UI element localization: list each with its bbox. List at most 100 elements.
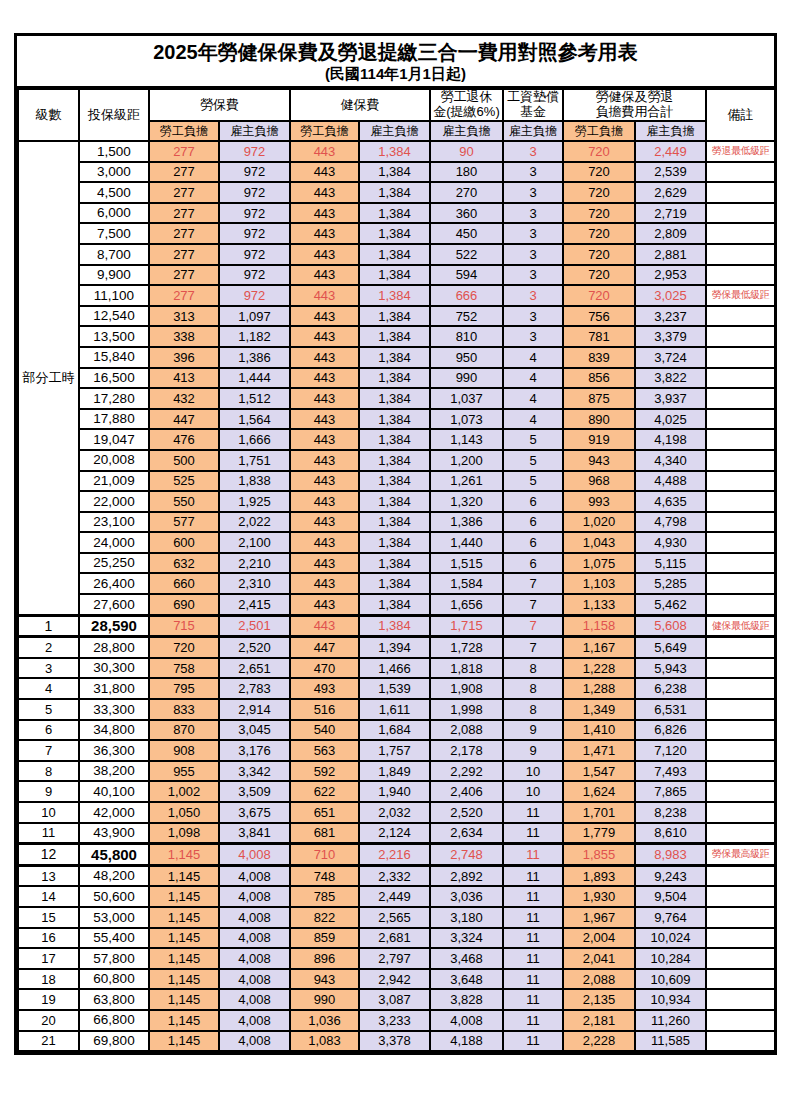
- hi_emp-cell: 443: [290, 285, 359, 306]
- bracket-cell: 25,250: [79, 553, 149, 574]
- tot_er-cell: 4,635: [635, 491, 706, 512]
- pension-cell: 1,584: [430, 573, 503, 594]
- tot_er-cell: 2,539: [635, 162, 706, 183]
- grade-cell: 16: [18, 928, 79, 949]
- fund-cell: 6: [503, 553, 563, 574]
- title-block: 2025年勞健保保費及勞退提繳三合一費用對照參考用表 (民國114年1月1日起): [17, 36, 774, 88]
- hi_er-cell: 3,378: [359, 1031, 430, 1052]
- remark-cell: [706, 928, 775, 949]
- page: 2025年勞健保保費及勞退提繳三合一費用對照參考用表 (民國114年1月1日起)…: [0, 0, 791, 1120]
- li_er-cell: 1,564: [219, 409, 290, 430]
- li_emp-cell: 396: [149, 347, 219, 368]
- pension-cell: 810: [430, 326, 503, 347]
- remark-cell: [706, 761, 775, 782]
- hi_emp-cell: 447: [290, 637, 359, 658]
- fund-cell: 11: [503, 1031, 563, 1052]
- pension-line1: 勞工退休: [441, 89, 493, 104]
- page-subtitle: (民國114年1月1日起): [17, 65, 774, 83]
- tot_emp-cell: 839: [563, 347, 635, 368]
- li_er-cell: 1,182: [219, 326, 290, 347]
- li_emp-cell: 908: [149, 740, 219, 761]
- hi_er-cell: 1,384: [359, 388, 430, 409]
- tot_er-cell: 4,930: [635, 532, 706, 553]
- li_er-cell: 2,783: [219, 678, 290, 699]
- fund-cell: 11: [503, 1010, 563, 1031]
- pension-cell: 450: [430, 223, 503, 244]
- pension-cell: 522: [430, 244, 503, 265]
- fund-cell: 3: [503, 223, 563, 244]
- grade-cell: 6: [18, 720, 79, 741]
- li_er-cell: 2,914: [219, 699, 290, 720]
- li_er-cell: 972: [219, 285, 290, 306]
- remark-cell: [706, 450, 775, 471]
- bracket-cell: 26,400: [79, 573, 149, 594]
- hi_emp-cell: 681: [290, 823, 359, 844]
- remark-cell: [706, 471, 775, 492]
- li_emp-cell: 277: [149, 223, 219, 244]
- hi_emp-cell: 470: [290, 658, 359, 679]
- grade-cell: 13: [18, 865, 79, 886]
- tot_emp-cell: 720: [563, 182, 635, 203]
- li_er-cell: 4,008: [219, 886, 290, 907]
- tot_emp-cell: 943: [563, 450, 635, 471]
- tot_er-cell: 3,237: [635, 306, 706, 327]
- table-row: 22,0005501,9254431,3841,32069934,635: [18, 491, 775, 512]
- li_er-cell: 4,008: [219, 948, 290, 969]
- pension-cell: 1,818: [430, 658, 503, 679]
- tot_emp-cell: 1,547: [563, 761, 635, 782]
- hi_emp-cell: 943: [290, 969, 359, 990]
- table-row: 2066,8001,1454,0081,0363,2334,008112,181…: [18, 1010, 775, 1031]
- grade-cell: 3: [18, 658, 79, 679]
- hi_emp-cell: 443: [290, 162, 359, 183]
- fund-cell: 3: [503, 265, 563, 286]
- remark-cell: [706, 989, 775, 1010]
- table-row: 431,8007952,7834931,5391,90881,2886,238: [18, 678, 775, 699]
- hi_er-cell: 1,394: [359, 637, 430, 658]
- bracket-cell: 50,600: [79, 886, 149, 907]
- table-row: 15,8403961,3864431,38495048393,724: [18, 347, 775, 368]
- fund-cell: 11: [503, 928, 563, 949]
- bracket-cell: 69,800: [79, 1031, 149, 1052]
- hi_er-cell: 2,032: [359, 802, 430, 823]
- tot_emp-cell: 2,041: [563, 948, 635, 969]
- tot_er-cell: 8,238: [635, 802, 706, 823]
- hi_emp-cell: 443: [290, 244, 359, 265]
- tot_er-cell: 11,260: [635, 1010, 706, 1031]
- tot_er-cell: 10,609: [635, 969, 706, 990]
- tot_er-cell: 3,724: [635, 347, 706, 368]
- hi_er-cell: 1,384: [359, 368, 430, 389]
- bracket-cell: 38,200: [79, 761, 149, 782]
- table-row: 1143,9001,0983,8416812,1242,634111,7798,…: [18, 823, 775, 844]
- pension-cell: 90: [430, 141, 503, 162]
- grade-cell: 2: [18, 637, 79, 658]
- pension-cell: 360: [430, 203, 503, 224]
- tot_emp-cell: 1,103: [563, 573, 635, 594]
- grade-cell: 7: [18, 740, 79, 761]
- hi_emp-cell: 443: [290, 450, 359, 471]
- col-header-wage-fund: 工資墊償基金: [503, 89, 563, 121]
- li_er-cell: 972: [219, 223, 290, 244]
- hi_emp-cell: 748: [290, 865, 359, 886]
- hi_emp-cell: 651: [290, 802, 359, 823]
- hi_er-cell: 1,757: [359, 740, 430, 761]
- page-title: 2025年勞健保保費及勞退提繳三合一費用對照參考用表: [17, 40, 774, 65]
- hi_emp-cell: 443: [290, 409, 359, 430]
- hi_emp-cell: 443: [290, 182, 359, 203]
- subheader-health-employer: 雇主負擔: [359, 121, 430, 141]
- bracket-cell: 43,900: [79, 823, 149, 844]
- li_emp-cell: 476: [149, 429, 219, 450]
- fund-cell: 5: [503, 450, 563, 471]
- hi_er-cell: 3,087: [359, 989, 430, 1010]
- li_emp-cell: 277: [149, 141, 219, 162]
- li_er-cell: 4,008: [219, 989, 290, 1010]
- pension-cell: 3,036: [430, 886, 503, 907]
- tot_er-cell: 5,649: [635, 637, 706, 658]
- premium-table: 級數 投保級距 勞保費 健保費 勞工退休金(提繳6%) 工資墊償基金 勞健保及勞…: [17, 88, 776, 1052]
- li_er-cell: 4,008: [219, 969, 290, 990]
- tot_er-cell: 4,488: [635, 471, 706, 492]
- li_er-cell: 972: [219, 162, 290, 183]
- tot_emp-cell: 1,893: [563, 865, 635, 886]
- li_emp-cell: 600: [149, 532, 219, 553]
- hi_emp-cell: 710: [290, 844, 359, 866]
- table-row: 1245,8001,1454,0087102,2162,748111,8558,…: [18, 844, 775, 866]
